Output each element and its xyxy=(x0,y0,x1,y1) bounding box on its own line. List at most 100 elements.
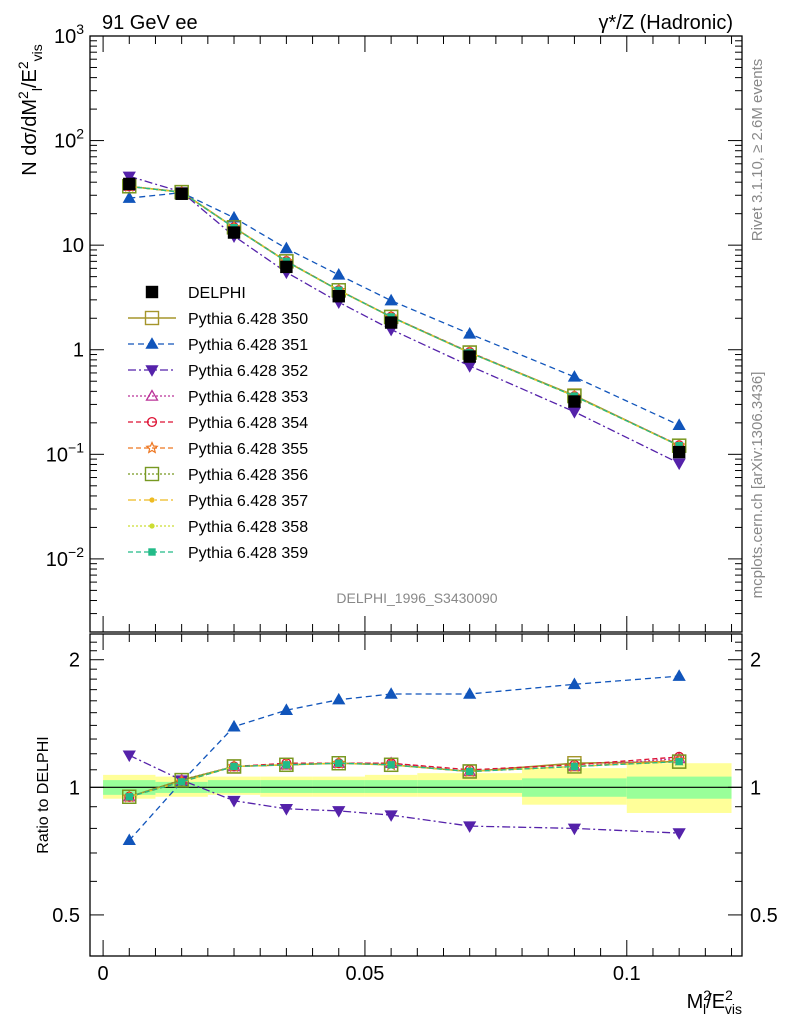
ratio-data-point xyxy=(335,759,343,767)
data-point xyxy=(567,370,582,382)
main-panel-series xyxy=(122,171,687,471)
ratio-y-tick-label-right: 1 xyxy=(750,777,761,799)
main-y-axis-title: N dσ/dM2l/E2vis xyxy=(15,44,45,176)
ratio-data-point xyxy=(227,719,241,732)
ratio-y-tick-label: 1 xyxy=(69,777,80,799)
legend-entry-pythia-6-428-359: Pythia 6.428 359 xyxy=(128,545,308,562)
legend-label: Pythia 6.428 351 xyxy=(188,337,308,354)
legend-entry-pythia-6-428-353: Pythia 6.428 353 xyxy=(128,389,308,406)
legend-marker xyxy=(144,310,160,326)
legend-marker xyxy=(145,365,159,377)
legend-entry-pythia-6-428-356: Pythia 6.428 356 xyxy=(128,466,308,484)
data-point xyxy=(672,418,686,430)
data-point xyxy=(463,327,477,339)
ratio-data-point xyxy=(279,703,294,716)
ratio-panel-frame xyxy=(89,633,743,957)
series-line xyxy=(129,185,680,447)
header-right-label: γ*/Z (Hadronic) xyxy=(599,12,733,34)
ratio-data-point xyxy=(567,677,582,690)
legend-label: Pythia 6.428 355 xyxy=(188,441,308,458)
x-tick-label: 0.05 xyxy=(345,963,384,985)
x-tick-label: 0 xyxy=(98,963,109,985)
legend-marker xyxy=(145,285,159,299)
data-point xyxy=(384,293,398,306)
ratio-data-point xyxy=(279,804,294,816)
ratio-data-point xyxy=(672,828,686,840)
mcplots-label: mcplots.cern.ch [arXiv:1306.3436] xyxy=(749,372,766,599)
legend-label: Pythia 6.428 359 xyxy=(188,545,308,562)
main-y-tick-label: 103 xyxy=(54,21,84,48)
main-panel-frame xyxy=(89,35,743,633)
main-y-tick-label: 1 xyxy=(73,340,84,362)
data-point xyxy=(280,260,293,274)
axes: 10−2 10−1 1 10 102 103 0 0.05 0.1 0.5 0.5 1 1 2 2 xyxy=(46,21,778,985)
legend-label: Pythia 6.428 354 xyxy=(188,415,308,432)
x-tick-label: 0.1 xyxy=(613,963,641,985)
ratio-data-point xyxy=(567,823,582,836)
legend-entry-pythia-6-428-358: Pythia 6.428 358 xyxy=(128,519,308,536)
data-point xyxy=(567,407,582,419)
ratio-band-inner xyxy=(417,780,523,793)
ratio-data-point xyxy=(672,669,686,681)
ratio-data-point xyxy=(675,757,683,766)
ratio-data-point xyxy=(332,806,346,818)
ratio-data-point xyxy=(122,750,136,763)
ratio-band-inner xyxy=(312,780,365,793)
legend-entry-pythia-6-428-354: Pythia 6.428 354 xyxy=(128,415,308,432)
ratio-data-point xyxy=(570,762,579,771)
legend-entry-pythia-6-428-355: Pythia 6.428 355 xyxy=(128,440,308,458)
header-left-label: 91 GeV ee xyxy=(102,12,198,34)
legend-marker xyxy=(145,389,159,401)
ratio-panel-series xyxy=(122,669,687,846)
main-y-tick-label: 10−2 xyxy=(46,544,84,571)
ratio-data-point xyxy=(463,687,477,699)
legend: DELPHI Pythia 6.428 350 Pythia 6.428 351 Py… xyxy=(128,285,308,562)
ratio-y-tick-label: 2 xyxy=(69,650,80,672)
legend-entry-pythia-6-428-351: Pythia 6.428 351 xyxy=(128,337,308,354)
legend-entry-delphi: DELPHI xyxy=(145,285,246,302)
legend-marker xyxy=(146,416,158,428)
ratio-y-tick-label: 0.5 xyxy=(52,905,80,927)
ratio-data-point xyxy=(387,761,395,769)
ratio-data-point xyxy=(384,687,398,699)
legend-label: DELPHI xyxy=(188,285,246,302)
legend-marker xyxy=(145,440,159,454)
data-point xyxy=(123,177,136,191)
ratio-data-point xyxy=(384,810,398,822)
legend-marker xyxy=(145,337,159,349)
legend-entry-pythia-6-428-350: Pythia 6.428 350 xyxy=(128,310,308,328)
data-point xyxy=(672,458,686,471)
legend-label: Pythia 6.428 350 xyxy=(188,311,308,328)
svg-text:N dσ/dM2l/E2vis: N dσ/dM2l/E2vis xyxy=(15,44,45,176)
legend-marker xyxy=(144,466,160,482)
ratio-data-point xyxy=(122,833,136,846)
ratio-series-pythia-6-428-351 xyxy=(122,669,686,846)
rivet-version-label: Rivet 3.1.10, ≥ 2.6M events xyxy=(749,59,766,242)
data-point xyxy=(227,226,241,239)
ratio-uncertainty-bands xyxy=(90,763,742,813)
data-point xyxy=(384,316,398,329)
ratio-band-inner xyxy=(207,780,261,793)
ratio-band-inner xyxy=(260,780,313,793)
legend-marker xyxy=(149,497,155,503)
legend-entry-pythia-6-428-357: Pythia 6.428 357 xyxy=(128,493,308,510)
ratio-y-tick-label-right: 0.5 xyxy=(750,905,778,927)
ratio-band-inner xyxy=(364,780,418,793)
main-y-tick-label: 10 xyxy=(62,235,84,257)
ratio-data-point xyxy=(282,761,291,769)
ratio-data-point xyxy=(230,762,238,771)
ratio-series-pythia-6-428-359 xyxy=(125,757,683,801)
data-point xyxy=(175,187,188,200)
ratio-data-point xyxy=(177,778,186,786)
legend-label: Pythia 6.428 357 xyxy=(188,493,308,510)
data-point xyxy=(672,445,686,459)
data-point xyxy=(332,290,345,303)
ratio-series-line xyxy=(128,675,680,841)
ratio-data-point xyxy=(332,692,346,705)
ratio-data-point xyxy=(463,821,477,833)
svg-text:M2l/E2vis: M2 l/E2 vis xyxy=(687,987,742,1017)
analysis-label: DELPHI_1996_S3430090 xyxy=(336,590,497,606)
legend-label: Pythia 6.428 353 xyxy=(188,389,308,406)
main-y-tick-label: 102 xyxy=(54,126,84,153)
